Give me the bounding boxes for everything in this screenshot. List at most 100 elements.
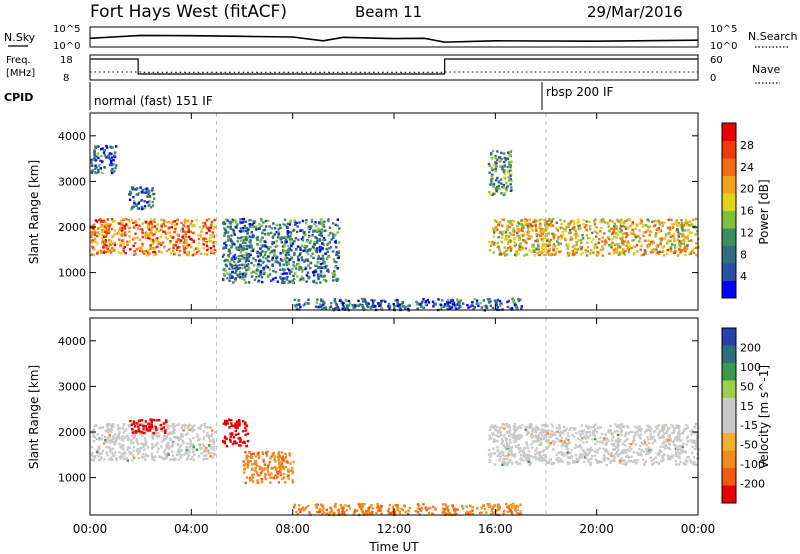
range-gate-cell [258,473,262,477]
range-gate-cell [662,440,666,444]
range-gate-cell [510,186,513,189]
range-gate-cell [538,455,541,459]
range-gate-cell [244,423,247,426]
range-gate-cell [695,254,698,257]
range-gate-cell [627,226,630,229]
range-gate-cell [552,245,555,249]
range-gate-cell [492,192,495,195]
range-gate-cell [212,241,215,245]
range-gate-cell [109,239,113,243]
range-gate-cell [245,251,248,254]
range-gate-cell [509,458,512,462]
range-gate-cell [202,243,205,246]
range-gate-cell [346,307,350,310]
range-gate-cell [651,463,654,466]
range-gate-cell [177,458,180,461]
range-gate-cell [502,170,505,173]
range-gate-cell [287,244,290,248]
range-gate-cell [333,274,337,277]
colorbar-band [722,450,736,469]
range-gate-cell [295,510,298,514]
range-gate-cell [441,507,445,511]
range-gate-cell [92,459,95,462]
time-tick-label: 08:00 [275,522,310,536]
range-gate-cell [596,426,600,430]
range-gate-cell [552,432,555,435]
range-gate-cell [568,461,571,465]
range-gate-cell [325,247,328,251]
range-gate-cell [113,152,117,155]
range-gate-cell [426,298,430,302]
range-gate-cell [539,224,542,227]
range-gate-cell [140,456,144,459]
range-gate-cell [612,231,615,234]
range-gate-cell [266,246,269,249]
range-gate-cell [308,225,312,229]
range-gate-cell [246,432,250,435]
range-gate-cell [229,226,233,229]
range-gate-cell [316,265,320,269]
range-gate-cell [680,222,684,225]
range-gate-cell [457,301,460,304]
range-gate-cell [523,240,527,243]
range-gate-cell [503,161,506,164]
range-gate-cell [153,218,156,221]
range-gate-cell [282,236,285,239]
range-gate-cell [688,231,691,234]
range-gate-cell [533,248,537,252]
range-gate-cell [695,218,699,221]
range-gate-cell [551,218,554,221]
range-gate-cell [368,305,372,308]
range-gate-cell [546,239,549,242]
range-gate-cell [581,437,584,440]
range-gate-cell [549,441,553,445]
range-gate-cell [632,441,635,444]
range-gate-cell [304,267,307,271]
range-gate-cell [689,439,693,442]
n-sky-series [89,34,699,43]
range-gate-cell [143,252,146,255]
range-gate-cell [639,444,642,447]
range-gate-cell [171,450,174,453]
range-gate-cell [92,253,95,257]
range-gate-cell [185,239,188,242]
range-gate-cell [667,434,670,438]
range-gate-cell [503,461,507,464]
range-gate-cell [286,232,289,235]
range-gate-cell [506,447,509,450]
range-gate-cell [164,437,168,440]
range-gate-cell [631,222,634,226]
range-gate-cell [632,232,635,236]
range-gate-cell [193,224,196,227]
range-gate-cell [520,512,523,516]
range-gate-cell [458,300,461,304]
range-gate-cell [692,247,696,250]
range-gate-cell [630,447,633,451]
range-gate-cell [161,456,164,459]
range-gate-cell [420,506,423,510]
range-gate-cell [268,252,272,255]
range-gate-cell [234,263,238,266]
range-gate-cell [557,243,560,246]
time-tick-label: 00:00 [681,522,716,536]
range-gate-cell [97,448,100,451]
range-gate-cell [238,436,242,440]
range-gate-cell [234,429,237,433]
range-gate-cell [509,177,512,181]
range-gate-cell [510,511,513,514]
range-gate-cell [244,281,247,284]
range-gate-cell [314,503,317,506]
range-gate-cell [160,440,164,443]
range-gate-cell [659,229,663,232]
range-gate-cell [238,259,242,262]
range-gate-cell [500,302,503,305]
range-gate-cell [191,443,195,447]
range-gate-cell [505,189,508,192]
range-gate-cell [205,219,209,222]
range-gate-cell [679,248,682,252]
range-gate-cell [251,480,255,483]
colorbar-tick-label: 20 [740,183,754,196]
range-gate-cell [140,207,144,211]
range-gate-cell [517,436,520,439]
range-gate-cell [106,436,110,440]
